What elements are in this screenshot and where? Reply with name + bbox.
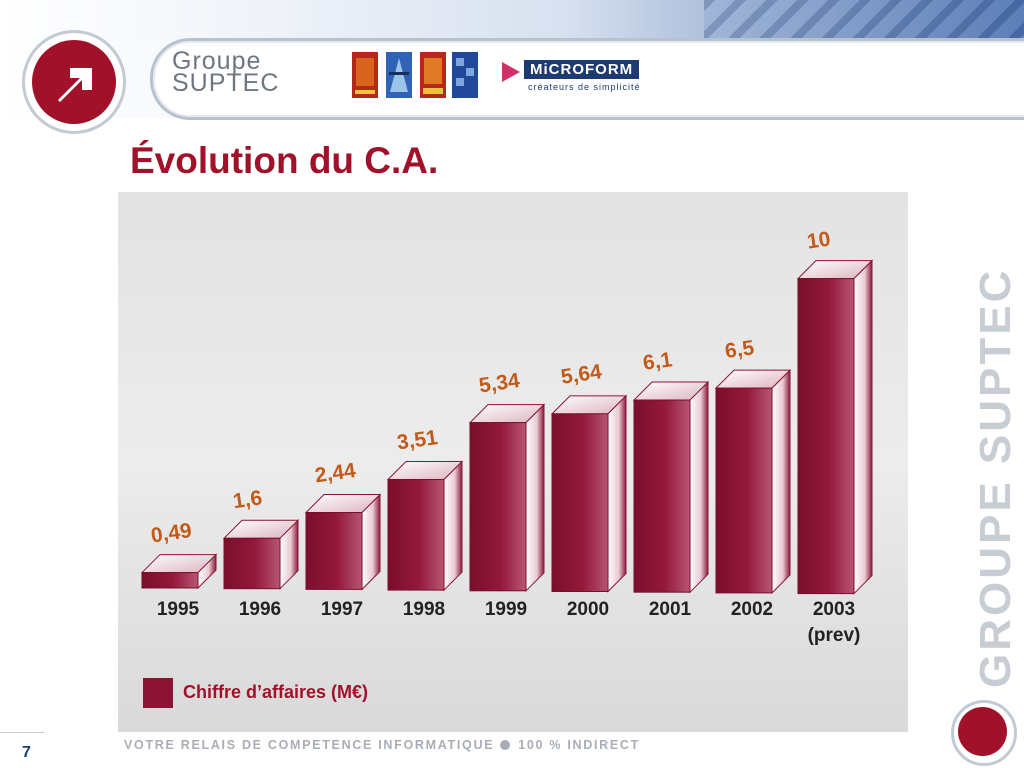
microform-mark-icon <box>502 62 520 82</box>
vertical-brand: GROUPE SUPTEC <box>971 268 1020 688</box>
brand-line-2: SUPTEC <box>172 69 280 97</box>
bar-2000 <box>550 394 628 593</box>
value-label-2003: 10 <box>805 228 831 254</box>
value-label-2002: 6,5 <box>723 336 755 363</box>
bar-1996 <box>222 519 300 590</box>
bar-1999 <box>468 403 546 593</box>
x-tick-1996: 1996 <box>239 599 281 620</box>
x-tick-1997: 1997 <box>321 599 363 620</box>
microform-tagline: créateurs de simplicité <box>528 82 641 92</box>
bar-2003 <box>796 259 874 595</box>
footer-tagline: VOTRE RELAIS DE COMPETENCE INFORMATIQUE 1… <box>124 738 640 752</box>
bar-1998 <box>386 460 464 592</box>
x-tick-2002: 2002 <box>731 599 773 620</box>
partner-logo-3 <box>420 52 446 98</box>
bar-1995 <box>140 553 218 590</box>
x-tick-labels: 1995 1996 1997 1998 1999 2000 2001 2002 2003 (pre… <box>157 599 861 646</box>
value-labels: 0,49 1,6 2,44 3,51 5,34 5,64 6,1 6,5 10 <box>149 228 831 548</box>
partner-logo-4 <box>452 52 478 98</box>
page-number: 7 <box>22 744 31 761</box>
bar-2001 <box>632 380 710 594</box>
legend-label: Chiffre d’affaires (M€) <box>183 682 369 702</box>
footer-line <box>0 732 44 733</box>
bar-2002 <box>714 368 792 595</box>
tagline-text-2: 100 % INDIRECT <box>518 738 640 752</box>
header-stripe <box>0 0 1024 40</box>
partner-logo-2 <box>386 52 412 98</box>
brand-line-1: Groupe <box>172 47 262 75</box>
tagline-text-1: VOTRE RELAIS DE COMPETENCE INFORMATIQUE <box>124 738 495 752</box>
x-tick-2003: 2003 <box>813 599 855 620</box>
corner-disc <box>958 707 1007 756</box>
x-tick-2001: 2001 <box>649 599 692 620</box>
partner-logo-1 <box>352 52 378 98</box>
x-tick-2000: 2000 <box>567 599 609 620</box>
vertical-brand-text: GROUPE SUPTEC <box>971 268 1020 688</box>
value-label-2001: 6,1 <box>641 348 673 375</box>
x-tick-1998: 1998 <box>403 599 445 620</box>
value-label-1999: 5,34 <box>477 369 521 398</box>
bullet-icon <box>500 740 511 750</box>
microform-name: MiCROFORM <box>524 60 640 79</box>
logo-disc <box>32 40 116 124</box>
value-label-1995: 0,49 <box>149 519 193 547</box>
microform-logo: MiCROFORM créateurs de simplicité <box>502 60 652 98</box>
value-label-1996: 1,6 <box>231 486 263 513</box>
bars <box>140 259 874 595</box>
value-label-1997: 2,44 <box>313 459 357 488</box>
brand-name: Groupe SUPTEC <box>172 47 280 97</box>
arrow-up-right-icon <box>58 68 92 102</box>
x-tick-sublabel-2003: (prev) <box>808 625 861 646</box>
legend-swatch <box>143 678 173 708</box>
x-tick-1995: 1995 <box>157 599 200 620</box>
value-label-2000: 5,64 <box>559 360 603 389</box>
logo-plate <box>150 38 1024 120</box>
bar-1997 <box>304 493 382 591</box>
x-tick-1999: 1999 <box>485 599 527 620</box>
value-label-1998: 3,51 <box>395 426 439 455</box>
slide-title: Évolution du C.A. <box>130 140 439 181</box>
